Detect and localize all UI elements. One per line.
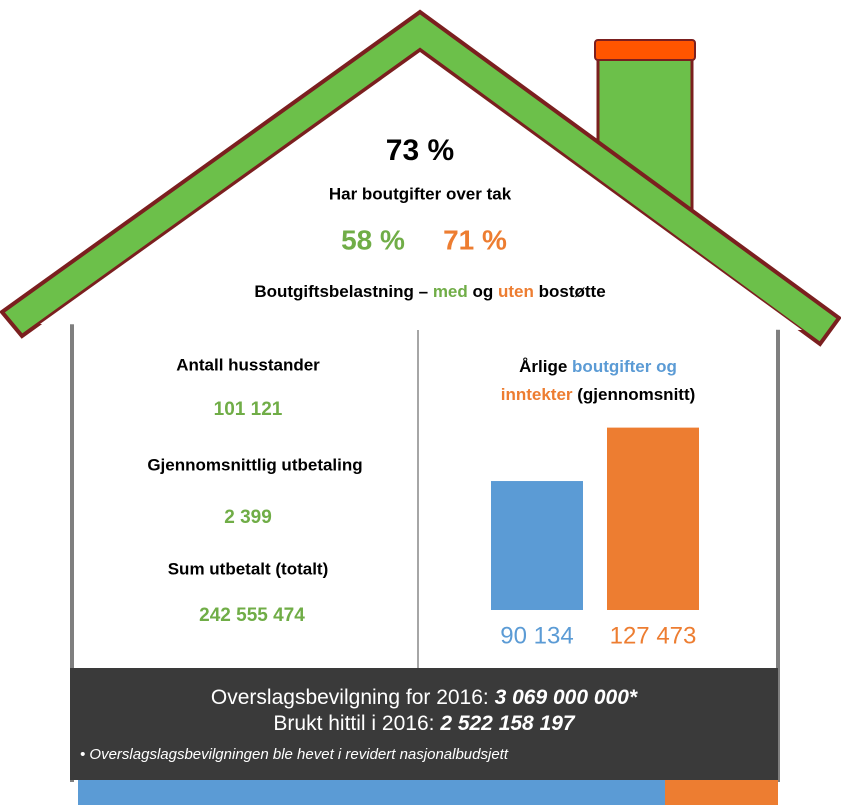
- text: Brukt hittil i 2016:: [273, 712, 440, 735]
- footer-box: [70, 668, 778, 780]
- chart-title: Årlige boutgifter og: [519, 357, 677, 376]
- text: Overslagsbevilgning for 2016:: [211, 686, 495, 709]
- headline: 73 %: [386, 134, 454, 167]
- roof: [0, 9, 841, 347]
- text: Boutgiftsbelastning –: [254, 282, 433, 301]
- text: uten: [498, 282, 534, 301]
- text: med: [433, 282, 468, 301]
- value-label: 90 134: [500, 622, 573, 649]
- amount: 3 069 000 000*: [495, 686, 638, 709]
- stat-value: 242 555 474: [199, 605, 305, 626]
- text: boutgifter og: [572, 357, 677, 376]
- text: og: [468, 282, 498, 301]
- text: inntekter: [501, 385, 573, 404]
- amount: 2 522 158 197: [439, 712, 576, 735]
- chimney-cap: [594, 39, 696, 61]
- bottom-strip: [665, 780, 778, 805]
- text: Årlige: [519, 357, 572, 376]
- text: bostøtte: [534, 282, 606, 301]
- share-with: 58 %: [341, 224, 405, 255]
- footer-line: Overslagsbevilgning for 2016: 3 069 000 …: [211, 686, 638, 709]
- footer-line: Brukt hittil i 2016: 2 522 158 197: [273, 712, 576, 735]
- stat-label: Gjennomsnittlig utbetaling: [147, 455, 362, 474]
- stat-label: Sum utbetalt (totalt): [168, 559, 329, 578]
- stat-value: 101 121: [214, 399, 283, 420]
- chart-title: inntekter (gjennomsnitt): [501, 385, 696, 404]
- bar: [491, 481, 583, 610]
- value-label: 127 473: [610, 622, 697, 649]
- bar: [607, 427, 699, 610]
- headline-caption: Har boutgifter over tak: [329, 184, 512, 203]
- stat-value: 2 399: [224, 507, 272, 528]
- roof-inner: [40, 52, 802, 330]
- footer-note: • Overslagslagsbevilgningen ble hevet i …: [80, 746, 509, 763]
- stat-label: Antall husstander: [176, 355, 320, 374]
- bottom-strip: [78, 780, 665, 805]
- share-without: 71 %: [443, 224, 507, 255]
- burden-caption: Boutgiftsbelastning – med og uten bostøt…: [254, 282, 605, 301]
- text: (gjennomsnitt): [573, 385, 696, 404]
